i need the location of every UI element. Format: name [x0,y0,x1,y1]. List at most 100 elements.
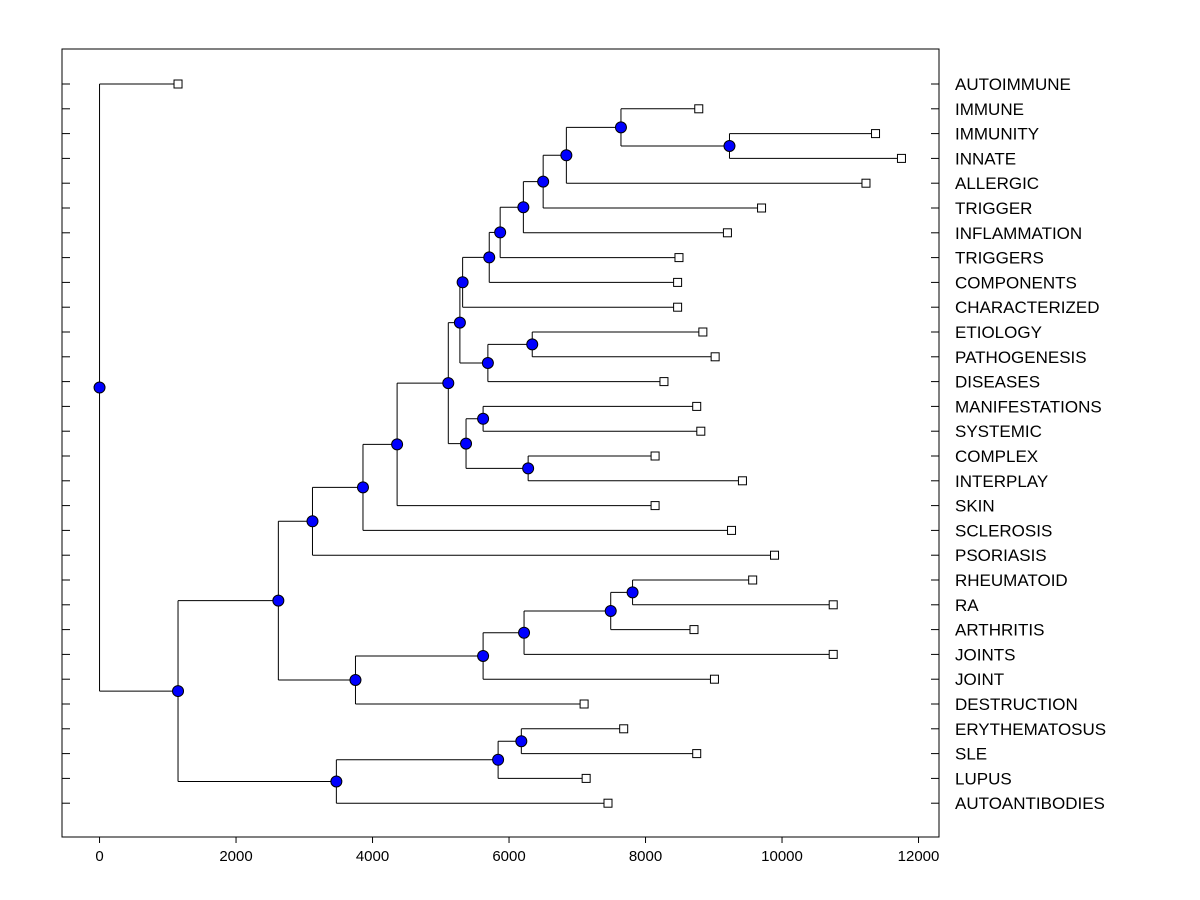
leaf-label: JOINTS [955,645,1015,664]
cluster-node [604,605,617,617]
cluster-node [391,438,404,451]
leaf-label: SCLEROSIS [955,521,1052,540]
leaf-label: INTERPLAY [955,472,1048,491]
leaf-marker [579,699,589,709]
cluster-node [172,685,185,698]
leaf-label: COMPLEX [955,447,1038,466]
leaf-marker [173,79,183,89]
leaf-marker [674,253,684,263]
leaf-marker [692,749,702,759]
leaf-label: AUTOIMMUNE [955,75,1071,94]
cluster-node [93,381,106,394]
leaf-label: COMPONENTS [955,273,1077,292]
cluster-node [626,586,639,599]
cluster-node [560,149,573,162]
cluster-node [483,251,496,264]
leaf-label: TRIGGERS [955,249,1044,268]
x-tick-label: 8000 [629,848,662,865]
cluster-node [349,673,362,686]
leaf-marker [722,228,732,238]
leaf-marker [650,451,660,461]
cluster-node [537,175,550,188]
leaf-marker [861,178,871,188]
x-tick-label: 4000 [356,848,389,865]
leaf-label: SKIN [955,497,995,516]
cluster-node [477,412,490,425]
leaf-label: INFLAMMATION [955,224,1082,243]
leaf-label: RA [955,596,979,615]
leaf-label: IMMUNE [955,100,1024,119]
leaf-label: LUPUS [955,769,1012,788]
leaf-marker [748,575,758,585]
leaf-label: SYSTEMIC [955,422,1042,441]
leaf-marker [770,550,780,560]
cluster-node [453,316,466,329]
markers [93,79,906,808]
leaf-label: SLE [955,745,987,764]
leaf-marker [689,625,699,635]
leaf-label: AUTOANTIBODIES [955,794,1105,813]
leaf-label: RHEUMATOID [955,571,1068,590]
cluster-node [460,437,473,450]
x-tick-label: 2000 [219,848,252,865]
cluster-node [272,594,285,607]
x-tick-label: 6000 [492,848,525,865]
x-tick-label: 12000 [898,848,940,865]
x-tick-label: 10000 [761,848,803,865]
x-tick-label: 0 [95,848,103,865]
cluster-node [515,735,528,748]
cluster-node [723,140,736,152]
leaf-marker [727,525,737,535]
leaf-label: MANIFESTATIONS [955,397,1102,416]
leaf-marker [694,104,704,114]
cluster-node [306,515,319,528]
leaf-marker [692,401,702,411]
leaf-marker [603,798,613,808]
leaf-marker [698,327,708,337]
leaf-marker [896,153,906,163]
leaf-label: TRIGGER [955,199,1032,218]
leaf-marker [696,426,706,436]
leaf-marker [737,476,747,486]
leaf-marker [828,649,838,659]
leaf-marker [619,724,629,734]
leaf-label: CHARACTERIZED [955,298,1100,317]
cluster-node [356,481,369,494]
leaf-marker [828,600,838,610]
cluster-node [526,338,539,351]
leaf-labels: AUTOIMMUNE IMMUNE IMMUNITY INNATE ALLERGIC TR… [955,75,1106,813]
leaf-label: ETIOLOGY [955,323,1042,342]
leaf-ticks [62,83,939,804]
cluster-node [517,201,530,214]
leaf-label: INNATE [955,149,1016,168]
cluster-node [492,753,505,766]
leaf-marker [673,277,683,287]
leaf-label: PSORIASIS [955,546,1047,565]
cluster-node [614,121,627,134]
plot-frame [61,48,940,838]
cluster-node [477,649,490,662]
leaf-marker [650,501,660,511]
cluster-node [518,626,531,639]
cluster-node [522,462,535,475]
leaf-label: PATHOGENESIS [955,348,1087,367]
leaf-marker [710,352,720,362]
leaf-label: DESTRUCTION [955,695,1078,714]
cluster-node [481,357,494,369]
cluster-node [456,276,469,289]
leaf-label: IMMUNITY [955,125,1039,144]
leaf-label: ERYTHEMATOSUS [955,720,1106,739]
branches [99,83,902,804]
x-axis: 0 2000 4000 6000 8000 10000 12000 [95,837,939,865]
leaf-label: ALLERGIC [955,174,1039,193]
leaf-marker [581,773,591,783]
leaf-label: DISEASES [955,373,1040,392]
leaf-marker [659,377,669,387]
leaf-marker [709,674,719,684]
leaf-marker [757,203,767,213]
cluster-node [330,775,343,788]
cluster-node [494,226,507,239]
leaf-label: ARTHRITIS [955,621,1044,640]
leaf-marker [871,129,881,139]
